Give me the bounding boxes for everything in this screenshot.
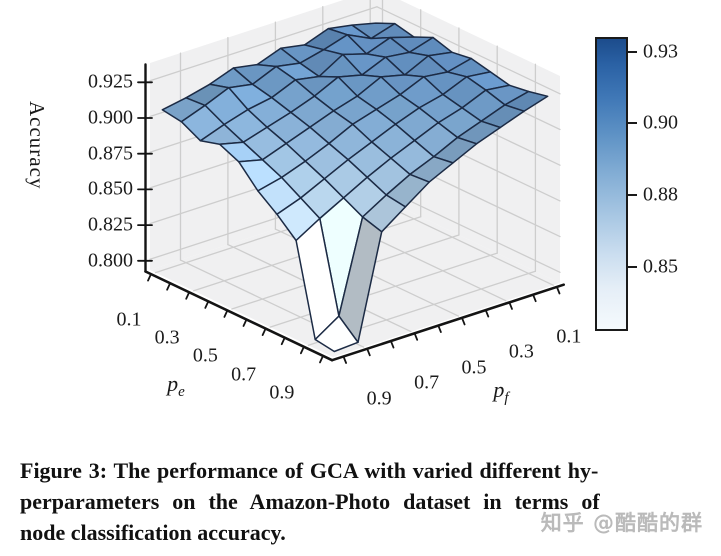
surface-plot-area: Accuracy pe pf 0.1 0.3 0.5 0.7 0.9 0.1 0.3 0.5 0… [25, 0, 678, 410]
3d-surface-plot [137, 0, 566, 364]
y-axis-label-sub: f [504, 390, 509, 407]
accuracy-tick-label: 0.900 [88, 106, 133, 129]
colorbar-tick [628, 122, 637, 125]
pf-tick-label: 0.1 [556, 325, 582, 348]
accuracy-tick-label: 0.875 [88, 142, 133, 165]
pe-tick-label: 0.9 [269, 381, 295, 404]
accuracy-tick-label: 0.800 [88, 249, 133, 272]
accuracy-tick-label: 0.825 [88, 213, 133, 236]
pf-tick-label: 0.5 [461, 356, 487, 379]
caption-line-3: node classification accuracy. [20, 520, 286, 545]
pe-tick-label: 0.5 [192, 344, 218, 367]
y-axis-label-pf: pf [493, 377, 508, 407]
pe-tick-label: 0.7 [231, 363, 257, 386]
y-axis-label-base: p [493, 376, 505, 402]
colorbar [595, 37, 628, 331]
x-axis-label-pe: pe [167, 371, 185, 401]
pf-tick-label: 0.9 [366, 387, 392, 410]
pf-tick-label: 0.7 [414, 371, 440, 394]
x-axis-label-base: p [167, 370, 179, 396]
colorbar-tick-label: 0.93 [643, 40, 678, 62]
watermark: 知乎 @酷酷的群 [540, 511, 703, 535]
colorbar-tick [628, 265, 637, 268]
caption-line-2: perparameters on the Amazon-Photo datase… [20, 489, 600, 514]
accuracy-tick-label: 0.850 [88, 177, 133, 200]
pf-tick-label: 0.3 [508, 340, 534, 363]
pe-tick-label: 0.1 [116, 308, 142, 331]
figure-caption: Figure 3: The performance of GCA with va… [20, 455, 704, 548]
colorbar-tick-label: 0.90 [643, 111, 678, 134]
colorbar-tick [628, 194, 637, 197]
colorbar-tick-label: 0.85 [643, 255, 678, 278]
colorbar-tick [628, 50, 637, 53]
z-axis-label: Accuracy [25, 101, 49, 190]
x-axis-label-sub: e [178, 384, 185, 401]
colorbar-tick-label: 0.88 [643, 183, 678, 206]
accuracy-tick-label: 0.925 [88, 70, 133, 93]
pe-tick-label: 0.3 [154, 326, 180, 349]
caption-line-1: Figure 3: The performance of GCA with va… [20, 458, 599, 483]
